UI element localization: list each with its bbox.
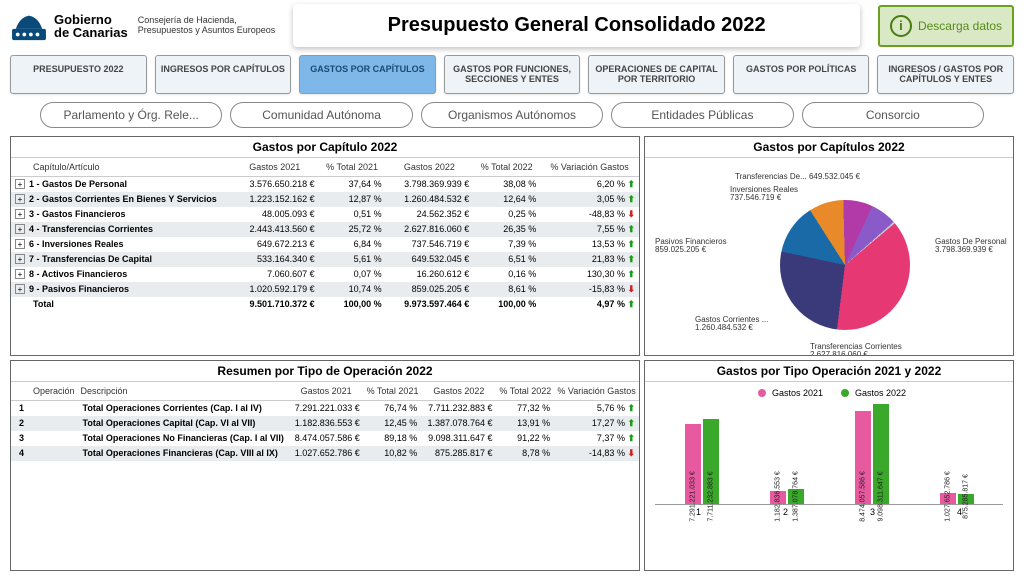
nav-tab[interactable]: GASTOS POR CAPÍTULOS: [299, 55, 436, 94]
table-row: +2 - Gastos Corrientes En Bienes Y Servi…: [11, 192, 639, 207]
sub-tab[interactable]: Parlamento y Órg. Rele...: [40, 102, 222, 128]
sub-nav: Parlamento y Órg. Rele... Comunidad Autón…: [0, 96, 1024, 132]
pie-label: Pasivos Financieros859.025.205 €: [655, 238, 727, 256]
bar-group: 1.182.836.553 €1.387.078.764 €: [770, 489, 804, 504]
pie-label: Inversiones Reales737.546.719 €: [730, 186, 798, 204]
expand-icon[interactable]: +: [15, 284, 25, 294]
table-row: +6 - Inversiones Reales649.672.213 €6,84…: [11, 237, 639, 252]
panel-pie-chart: Gastos por Capítulos 2022 Gastos De Pers…: [644, 136, 1014, 356]
pie-slices: [780, 200, 910, 330]
bar-2022: 875.285.817 €: [958, 494, 974, 504]
pie-chart: Gastos De Personal3.798.369.939 € Transfe…: [645, 158, 1013, 355]
brand-text: Gobiernode Canarias: [54, 13, 128, 39]
panel-title: Gastos por Capítulos 2022: [645, 137, 1013, 158]
nav-tab[interactable]: GASTOS POR FUNCIONES, SECCIONES Y ENTES: [444, 55, 581, 94]
table-row: +9 - Pasivos Financieros1.020.592.179 €1…: [11, 282, 639, 297]
expand-icon[interactable]: +: [15, 209, 25, 219]
table-row: +3 - Gastos Financieros48.005.093 €0,51 …: [11, 207, 639, 222]
bar-groups: 7.291.221.033 €7.711.232.883 € 1.182.836.…: [655, 400, 1003, 505]
legend-item: Gastos 2022: [835, 388, 906, 398]
bar-2021: 7.291.221.033 €: [685, 424, 701, 504]
bar-x-label: 4: [957, 507, 962, 517]
nav-tab[interactable]: PRESUPUESTO 2022: [10, 55, 147, 94]
expand-icon[interactable]: +: [15, 269, 25, 279]
bar-2021: 1.182.836.553 €: [770, 491, 786, 504]
expand-icon[interactable]: +: [15, 194, 25, 204]
dept-line1: Consejería de Hacienda,: [138, 15, 237, 25]
table-row: 2Total Operaciones Capital (Cap. VI al V…: [11, 416, 639, 431]
bar-chart: Gastos 2021 Gastos 2022 7.291.221.033 €7.…: [645, 382, 1013, 570]
bar-2022: 9.098.311.647 €: [873, 404, 889, 504]
bar-legend: Gastos 2021 Gastos 2022: [655, 386, 1003, 400]
panel-resumen-operacion: Resumen por Tipo de Operación 2022 Opera…: [10, 360, 640, 571]
panel-bar-chart: Gastos por Tipo Operación 2021 y 2022 Ga…: [644, 360, 1014, 571]
brand-line2: de Canarias: [54, 25, 128, 40]
table-row: +1 - Gastos De Personal3.576.650.218 €37…: [11, 176, 639, 192]
expand-icon[interactable]: +: [15, 239, 25, 249]
panel-title: Gastos por Capítulo 2022: [11, 137, 639, 158]
bar-2022: 7.711.232.883 €: [703, 419, 719, 504]
legend-item: Gastos 2021: [752, 388, 823, 398]
nav-tab[interactable]: GASTOS POR POLÍTICAS: [733, 55, 870, 94]
table-total-row: Total9.501.710.372 €100,00 %9.973.597.46…: [11, 297, 639, 312]
sub-tab[interactable]: Comunidad Autónoma: [230, 102, 412, 128]
bar-group: 8.474.057.586 €9.098.311.647 €: [855, 404, 889, 504]
bar-x-label: 3: [870, 507, 875, 517]
bar-x-label: 1: [696, 507, 701, 517]
table-row: 3Total Operaciones No Financieras (Cap. …: [11, 431, 639, 446]
bar-2021: 8.474.057.586 €: [855, 411, 871, 504]
nav-tab[interactable]: OPERACIONES DE CAPITAL POR TERRITORIO: [588, 55, 725, 94]
sub-tab[interactable]: Consorcio: [802, 102, 984, 128]
department-text: Consejería de Hacienda, Presupuestos y A…: [138, 16, 276, 36]
panel-gastos-capitulo: Gastos por Capítulo 2022 Capítulo/Artícu…: [10, 136, 640, 356]
table-row: +7 - Transferencias De Capital533.164.34…: [11, 252, 639, 267]
bar-group: 1.027.652.786 €875.285.817 €: [940, 493, 974, 504]
main-nav: PRESUPUESTO 2022INGRESOS POR CAPÍTULOSGA…: [0, 51, 1024, 96]
table-row: +8 - Activos Financieros7.060.607 €0,07 …: [11, 267, 639, 282]
bar-2022: 1.387.078.764 €: [788, 489, 804, 504]
expand-icon[interactable]: +: [15, 179, 25, 189]
bar-x-label: 2: [783, 507, 788, 517]
sub-tab[interactable]: Entidades Públicas: [611, 102, 793, 128]
table-row: 1Total Operaciones Corrientes (Cap. I al…: [11, 400, 639, 416]
bar-2021: 1.027.652.786 €: [940, 493, 956, 504]
brand-block: Gobiernode Canarias: [10, 10, 128, 42]
pie-label: Gastos De Personal3.798.369.939 €: [935, 238, 1007, 256]
table-gastos-capitulo: Capítulo/ArtículoGastos 2021% Total 2021…: [11, 158, 639, 312]
bar-group: 7.291.221.033 €7.711.232.883 €: [685, 419, 719, 504]
pie-label: Transferencias De... 649.532.045 €: [735, 173, 860, 182]
canarias-logo-icon: [10, 10, 48, 42]
panel-title: Gastos por Tipo Operación 2021 y 2022: [645, 361, 1013, 382]
nav-tab[interactable]: INGRESOS POR CAPÍTULOS: [155, 55, 292, 94]
pie-label: Gastos Corrientes ...1.260.484.532 €: [695, 316, 768, 334]
info-icon: i: [890, 15, 912, 37]
download-button[interactable]: i Descarga datos: [878, 5, 1014, 47]
panel-title: Resumen por Tipo de Operación 2022: [11, 361, 639, 382]
expand-icon[interactable]: +: [15, 254, 25, 264]
table-resumen-operacion: OperaciónDescripciónGastos 2021% Total 2…: [11, 382, 639, 461]
table-row: 4Total Operaciones Financieras (Cap. VII…: [11, 446, 639, 461]
sub-tab[interactable]: Organismos Autónomos: [421, 102, 603, 128]
page-title: Presupuesto General Consolidado 2022: [293, 4, 860, 47]
pie-label: Transferencias Corrientes2.627.816.060 €: [810, 343, 902, 356]
table-row: +4 - Transferencias Corrientes2.443.413.…: [11, 222, 639, 237]
download-label: Descarga datos: [918, 19, 1002, 33]
nav-tab[interactable]: INGRESOS / GASTOS POR CAPÍTULOS Y ENTES: [877, 55, 1014, 94]
header: Gobiernode Canarias Consejería de Hacien…: [0, 0, 1024, 51]
expand-icon[interactable]: +: [15, 224, 25, 234]
dept-line2: Presupuestos y Asuntos Europeos: [138, 25, 276, 35]
